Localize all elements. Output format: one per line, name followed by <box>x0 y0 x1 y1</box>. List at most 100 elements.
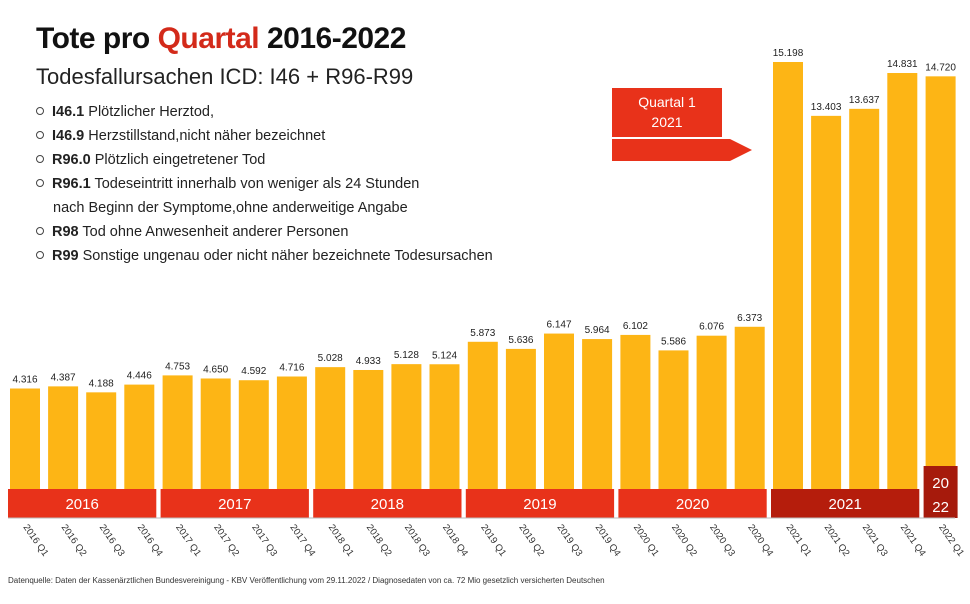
bar <box>811 115 842 518</box>
year-label: 2017 <box>218 496 251 513</box>
data-label: 4.716 <box>279 363 304 374</box>
data-label: 4.446 <box>127 371 152 382</box>
data-label: 5.586 <box>661 336 686 347</box>
data-label: 4.933 <box>356 356 381 367</box>
data-label: 6.076 <box>699 322 724 333</box>
data-label: 15.198 <box>773 48 804 59</box>
title-part: 2016-2022 <box>259 22 406 55</box>
annotation-box <box>612 88 722 137</box>
year-label: 2021 <box>828 496 861 513</box>
chart-subtitle: Todesfallursachen ICD: I46 + R96-R99 <box>36 64 414 89</box>
bar <box>734 326 765 518</box>
icd-code: I46.9 <box>52 128 85 144</box>
x-tick-label: 2021 Q2 <box>822 522 852 558</box>
x-tick-label: 2020 Q2 <box>669 522 699 558</box>
x-tick-label: 2019 Q4 <box>593 522 623 558</box>
year-band <box>8 489 157 518</box>
data-label: 6.102 <box>623 321 648 332</box>
list-item: R99 Sonstige ungenau oder nicht näher be… <box>36 244 493 268</box>
x-tick-label: 2018 Q4 <box>440 522 470 558</box>
x-tick-label: 2017 Q1 <box>173 522 203 558</box>
bullet-icon <box>36 251 44 259</box>
data-label: 5.964 <box>585 325 610 336</box>
list-item: R96.1 Todeseintritt innerhalb von wenige… <box>36 172 493 196</box>
bar <box>849 108 880 518</box>
bar <box>696 335 727 518</box>
data-label: 4.316 <box>12 375 37 386</box>
year-label: 2016 <box>65 496 98 513</box>
data-label: 4.387 <box>51 372 76 383</box>
list-item: R98 Tod ohne Anwesenheit anderer Persone… <box>36 220 493 244</box>
bullet-icon <box>36 227 44 235</box>
year-band <box>313 489 462 518</box>
x-tick-label: 2016 Q1 <box>21 522 51 558</box>
x-tick-label: 2019 Q3 <box>555 522 585 558</box>
list-item: I46.9 Herzstillstand,nicht näher bezeich… <box>36 124 493 148</box>
chart-title: Tote pro Quartal 2016-2022 <box>36 22 406 56</box>
icd-code: R98 <box>52 224 79 240</box>
data-label: 5.028 <box>318 353 343 364</box>
x-tick-label: 2021 Q3 <box>860 522 890 558</box>
bar <box>925 76 956 518</box>
icd-code: R99 <box>52 248 79 264</box>
year-band <box>160 489 309 518</box>
icd-description: Herzstillstand,nicht näher bezeichnet <box>88 128 326 144</box>
x-tick-label: 2016 Q2 <box>59 522 89 558</box>
data-label: 14.831 <box>887 59 918 70</box>
annotation-text: Quartal 1 <box>638 94 696 110</box>
icd-description: Sonstige ungenau oder nicht näher bezeic… <box>82 248 493 264</box>
x-tick-label: 2017 Q4 <box>287 522 317 558</box>
data-label: 13.637 <box>849 95 880 106</box>
year-band <box>923 466 958 518</box>
bar <box>887 73 918 519</box>
x-tick-label: 2021 Q4 <box>898 522 928 558</box>
x-tick-label: 2017 Q3 <box>249 522 279 558</box>
data-label: 5.873 <box>470 328 495 339</box>
data-label: 6.373 <box>737 313 762 324</box>
annotation-text: 2021 <box>651 114 682 130</box>
x-tick-label: 2019 Q2 <box>516 522 546 558</box>
icd-code: I46.1 <box>52 104 85 120</box>
year-label: 20 <box>932 475 949 492</box>
bar <box>773 62 803 518</box>
data-label: 4.188 <box>89 378 114 389</box>
data-label: 5.124 <box>432 350 457 361</box>
data-label: 13.403 <box>811 102 842 113</box>
list-item: I46.1 Plötzlicher Herztod, <box>36 100 493 124</box>
year-label: 2018 <box>371 496 404 513</box>
x-tick-label: 2016 Q3 <box>97 522 127 558</box>
year-band <box>465 489 615 518</box>
data-label: 5.128 <box>394 350 419 361</box>
x-tick-label: 2021 Q1 <box>784 522 814 558</box>
bullet-icon <box>36 107 44 115</box>
icd-description: Plötzlich eingetretener Tod <box>94 152 266 168</box>
bar <box>620 334 651 518</box>
x-tick-label: 2018 Q2 <box>364 522 394 558</box>
list-item: R96.0 Plötzlich eingetretener Tod <box>36 148 493 172</box>
annotation-arrow <box>612 139 752 161</box>
icd-description: Plötzlicher Herztod, <box>88 104 214 120</box>
title-part: Tote pro <box>36 22 158 55</box>
year-band <box>771 489 920 518</box>
data-label: 4.753 <box>165 361 190 372</box>
data-label: 14.720 <box>925 62 956 73</box>
x-tick-label: 2016 Q4 <box>135 522 165 558</box>
x-tick-label: 2022 Q1 <box>936 522 966 558</box>
data-label: 5.636 <box>508 335 533 346</box>
icd-code-list: I46.1 Plötzlicher Herztod, I46.9 Herzstil… <box>36 100 493 268</box>
source-note: Datenquelle: Daten der Kassenärztlichen … <box>8 576 605 585</box>
bar <box>582 339 613 518</box>
x-tick-label: 2020 Q1 <box>631 522 661 558</box>
year-label: 2019 <box>523 496 556 513</box>
x-tick-label: 2018 Q1 <box>326 522 356 558</box>
bar <box>467 341 498 518</box>
x-tick-label: 2020 Q3 <box>707 522 737 558</box>
data-label: 4.650 <box>203 364 228 375</box>
icd-code: R96.1 <box>52 176 91 192</box>
icd-description: Todeseintritt innerhalb von weniger als … <box>94 176 420 192</box>
x-tick-label: 2017 Q2 <box>211 522 241 558</box>
icd-code: R96.0 <box>52 152 91 168</box>
year-band <box>618 489 767 518</box>
